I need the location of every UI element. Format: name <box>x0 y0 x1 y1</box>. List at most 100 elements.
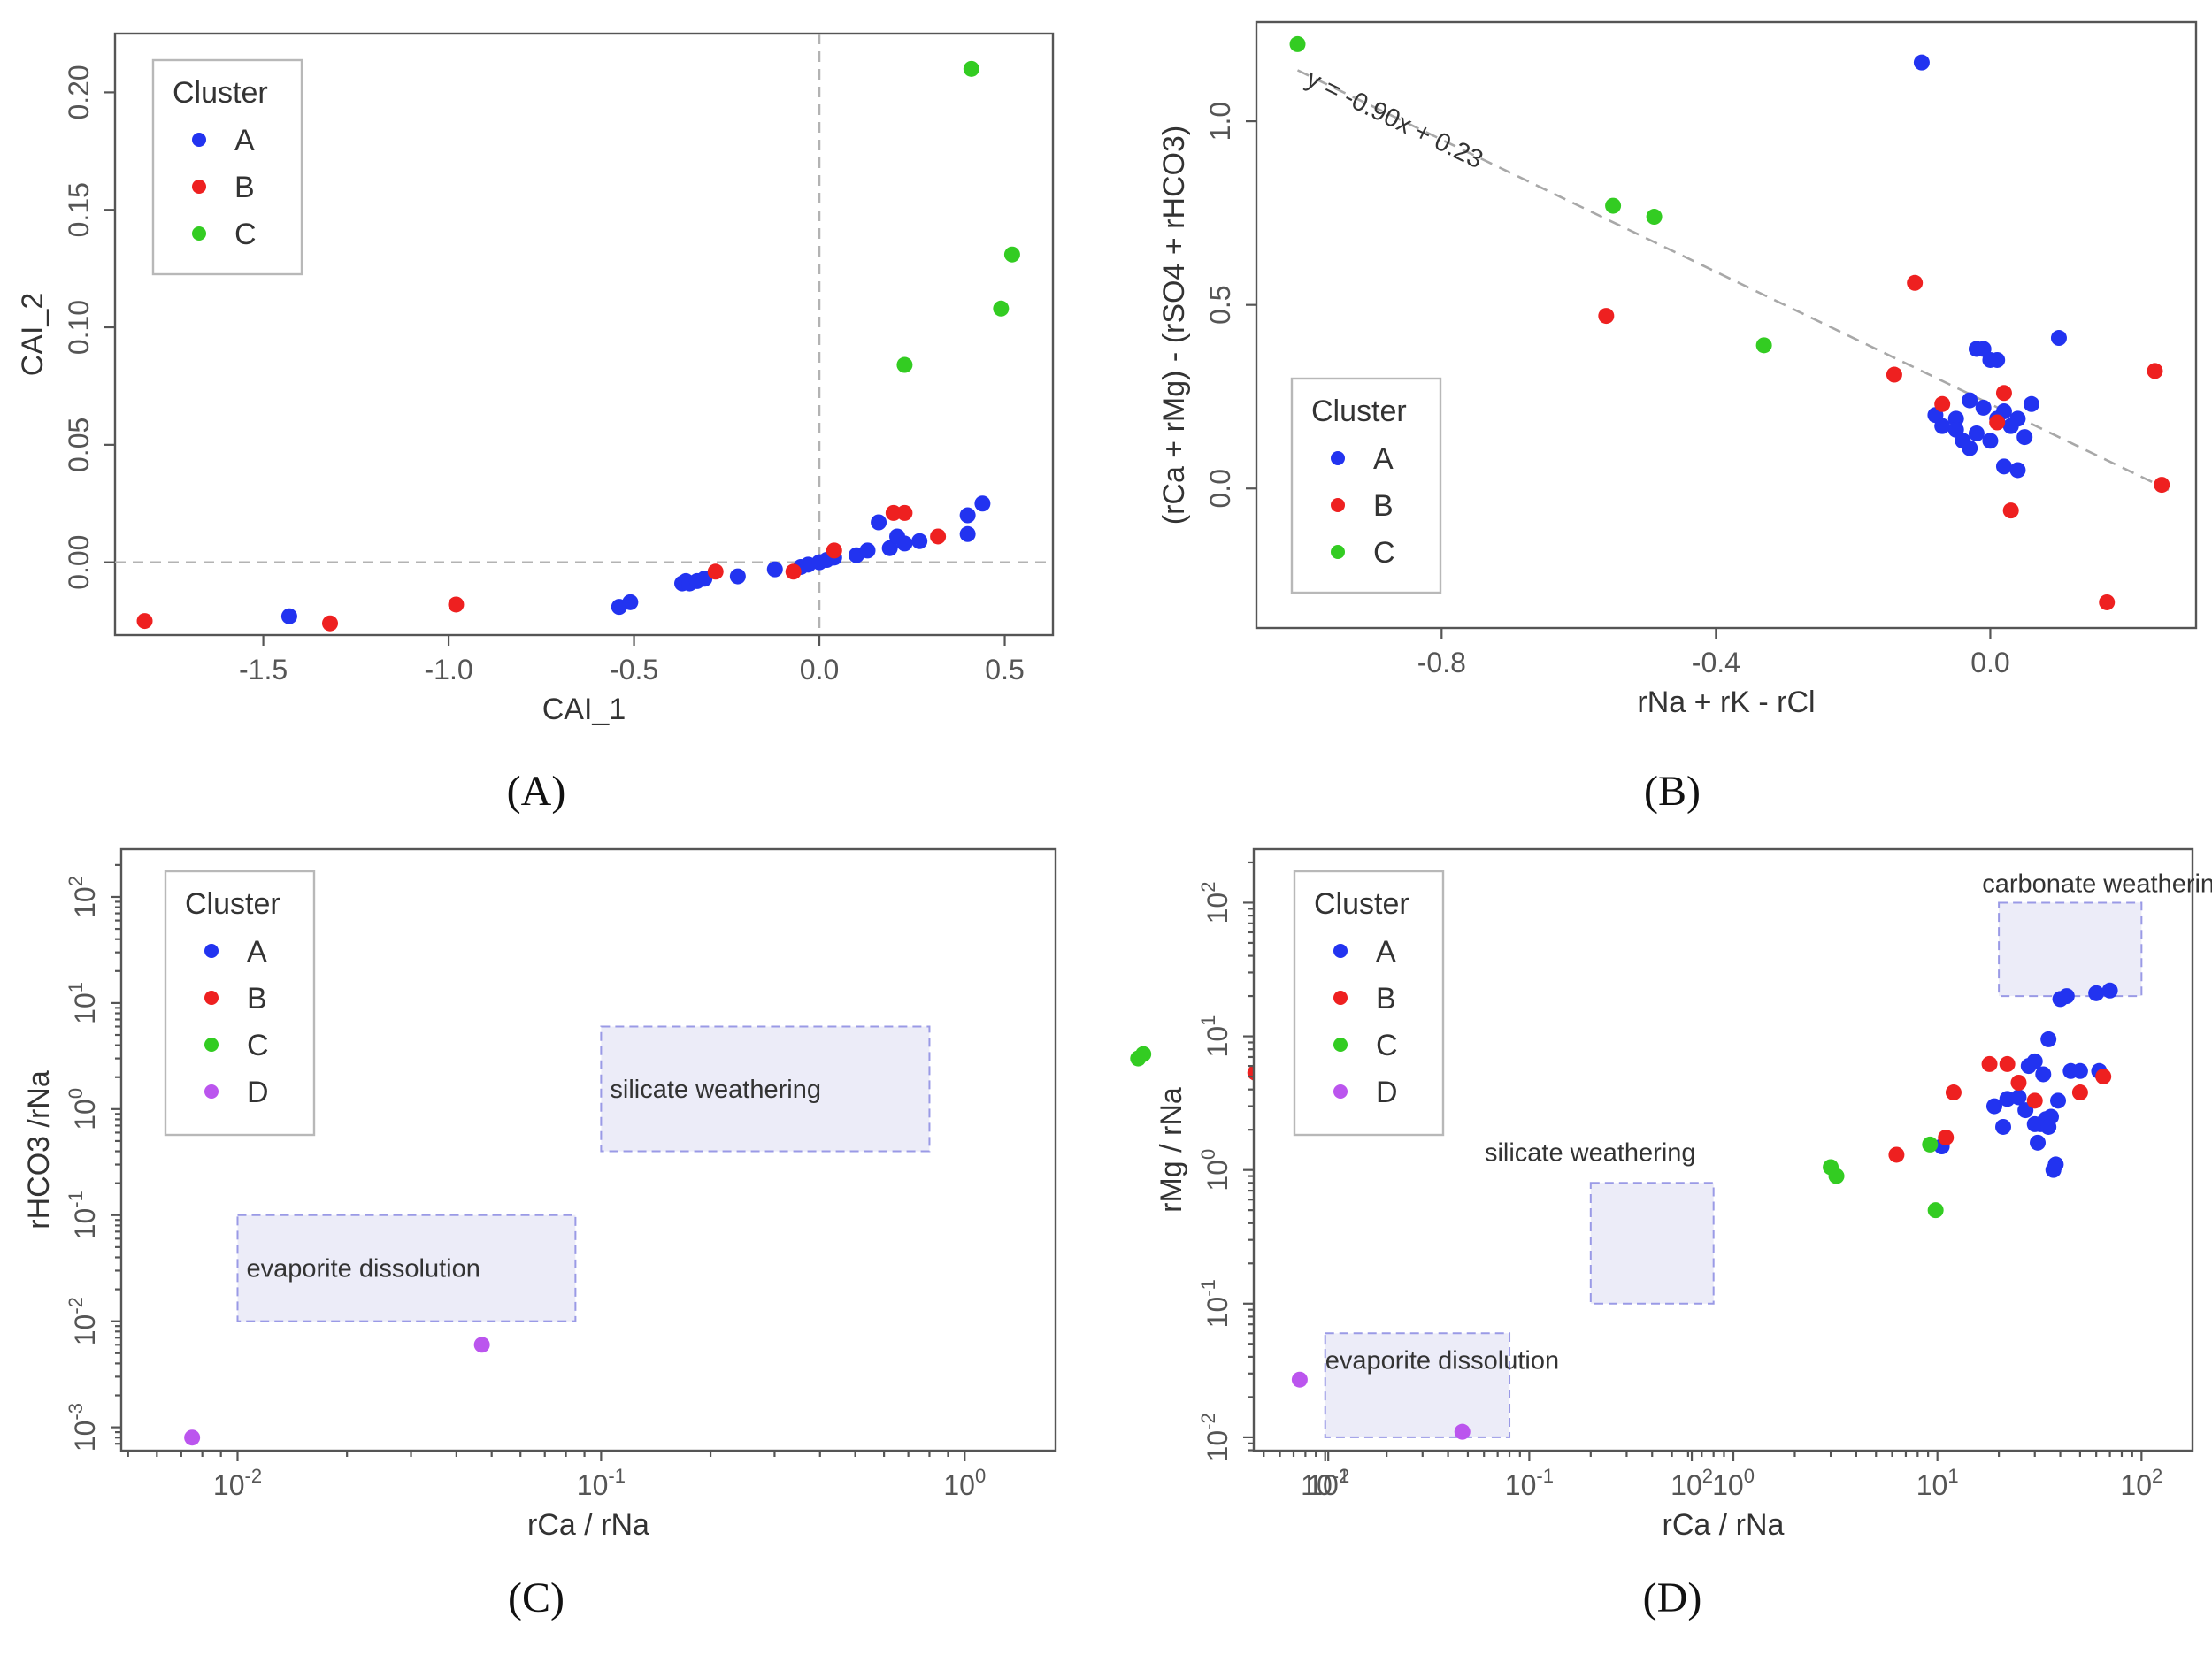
x-tick-label: 10-1 <box>1505 1465 1554 1501</box>
data-point <box>993 300 1010 317</box>
data-point <box>974 495 991 512</box>
y-axis-title: rHCO3 /rNa <box>22 1070 56 1230</box>
series-a <box>280 495 991 624</box>
legend-marker <box>1333 1084 1348 1099</box>
data-point <box>930 528 947 545</box>
x-tick-label: 0.0 <box>800 654 839 686</box>
legend-box <box>1290 377 1442 594</box>
y-tick-label: 10-2 <box>1197 1413 1233 1461</box>
region-label: silicate weathering <box>610 1076 821 1104</box>
x-tick-label: 10-2 <box>213 1465 262 1501</box>
data-point <box>826 542 842 559</box>
region-box <box>1324 1332 1511 1438</box>
data-point <box>1938 1129 1955 1145</box>
legend-label: A <box>247 935 267 969</box>
x-axis-title: rCa / rNa <box>527 1508 649 1542</box>
data-point <box>1999 1055 2016 1072</box>
data-point <box>2071 1084 2088 1101</box>
data-point <box>2088 985 2105 1001</box>
x-tick-label: -1.0 <box>425 654 473 686</box>
data-point <box>2095 1069 2112 1085</box>
data-point <box>1886 366 1902 383</box>
data-point <box>2016 429 2033 446</box>
data-point <box>1598 308 1615 325</box>
y-tick-label: 0.20 <box>63 65 95 119</box>
region-box <box>1589 1182 1715 1305</box>
series-b <box>136 504 947 632</box>
x-tick-label: 101 <box>1307 1465 1349 1501</box>
data-point <box>1646 209 1663 226</box>
region-box <box>600 1025 931 1153</box>
legend-box <box>164 870 316 1137</box>
data-point <box>1907 274 1924 291</box>
data-point <box>2050 1092 2067 1109</box>
data-point <box>729 568 746 585</box>
x-axis-title: rNa + rK - rCl <box>1637 686 1815 719</box>
region-label: silicate weathering <box>1485 1138 1696 1167</box>
x-tick-label: 10-2 <box>1301 1465 1349 1501</box>
y-tick-label: 100 <box>65 1088 101 1130</box>
data-point <box>1289 35 1306 52</box>
legend-label: B <box>1376 982 1396 1015</box>
data-point <box>1989 351 2006 368</box>
region-box <box>236 1214 577 1322</box>
series-d <box>1291 1371 1471 1440</box>
legend-label: D <box>247 1076 269 1109</box>
y-tick-label: 10-3 <box>65 1403 101 1452</box>
y-tick-label: 0.10 <box>63 300 95 355</box>
legend-marker <box>1331 545 1345 559</box>
data-point <box>2058 988 2075 1005</box>
x-tick-label: 102 <box>1671 1465 1713 1501</box>
data-point <box>1934 418 1951 434</box>
data-point <box>2002 502 2019 519</box>
y-tick-label: 0.05 <box>63 418 95 472</box>
data-point <box>1995 385 2012 402</box>
x-tick-label: 102 <box>2120 1465 2162 1501</box>
data-point <box>1135 1046 1152 1062</box>
data-point <box>766 561 783 578</box>
data-point <box>280 608 297 624</box>
data-point <box>1968 341 1985 357</box>
legend-label: B <box>247 982 267 1015</box>
legend-marker <box>204 991 219 1005</box>
legend-label: A <box>234 124 255 157</box>
panel-letter: (C) <box>508 1575 565 1621</box>
legend-marker <box>204 1038 219 1052</box>
y-tick-label: 10-2 <box>65 1297 101 1345</box>
data-point <box>1982 433 1999 449</box>
series-d <box>184 1337 490 1446</box>
data-point <box>2010 1089 2027 1106</box>
data-point <box>2040 1118 2057 1135</box>
data-point <box>136 613 153 630</box>
data-point <box>1605 197 1622 214</box>
data-point <box>959 525 976 542</box>
data-point <box>2026 1053 2043 1069</box>
data-point <box>322 615 339 632</box>
x-tick-label: 101 <box>1916 1465 1959 1501</box>
x-tick-label: 100 <box>943 1465 986 1501</box>
y-tick-label: 1.0 <box>1204 102 1236 141</box>
panel-letter: (B) <box>1644 768 1701 815</box>
data-point <box>881 540 898 556</box>
y-tick-label: 102 <box>1197 882 1233 924</box>
x-axis-title: CAI_1 <box>542 693 626 726</box>
data-point <box>2071 1062 2088 1079</box>
data-point <box>1947 410 1964 427</box>
data-point <box>2154 477 2170 494</box>
data-point <box>2040 1031 2057 1047</box>
data-point <box>1454 1423 1471 1440</box>
data-point <box>622 594 639 610</box>
data-point <box>1985 1098 2002 1115</box>
series-c <box>896 60 1020 373</box>
series-c <box>1289 35 1772 354</box>
legend-marker <box>204 1084 219 1099</box>
y-axis-title: rMg / rNa <box>1155 1087 1188 1213</box>
y-tick-label: 0.15 <box>63 182 95 237</box>
legend-label: C <box>1376 1029 1398 1062</box>
x-tick-label: 0.0 <box>1970 647 2009 678</box>
data-point <box>2026 1092 2043 1109</box>
data-point <box>2099 594 2116 610</box>
data-point <box>896 535 913 552</box>
